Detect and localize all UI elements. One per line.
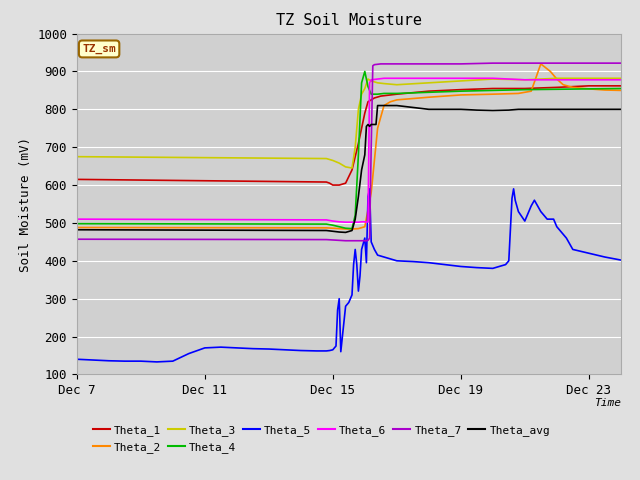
Text: TZ_sm: TZ_sm: [82, 44, 116, 54]
Y-axis label: Soil Moisture (mV): Soil Moisture (mV): [19, 136, 31, 272]
Title: TZ Soil Moisture: TZ Soil Moisture: [276, 13, 422, 28]
Text: Time: Time: [594, 398, 621, 408]
Legend: Theta_1, Theta_2, Theta_3, Theta_4, Theta_5, Theta_6, Theta_7, Theta_avg: Theta_1, Theta_2, Theta_3, Theta_4, Thet…: [89, 421, 554, 457]
